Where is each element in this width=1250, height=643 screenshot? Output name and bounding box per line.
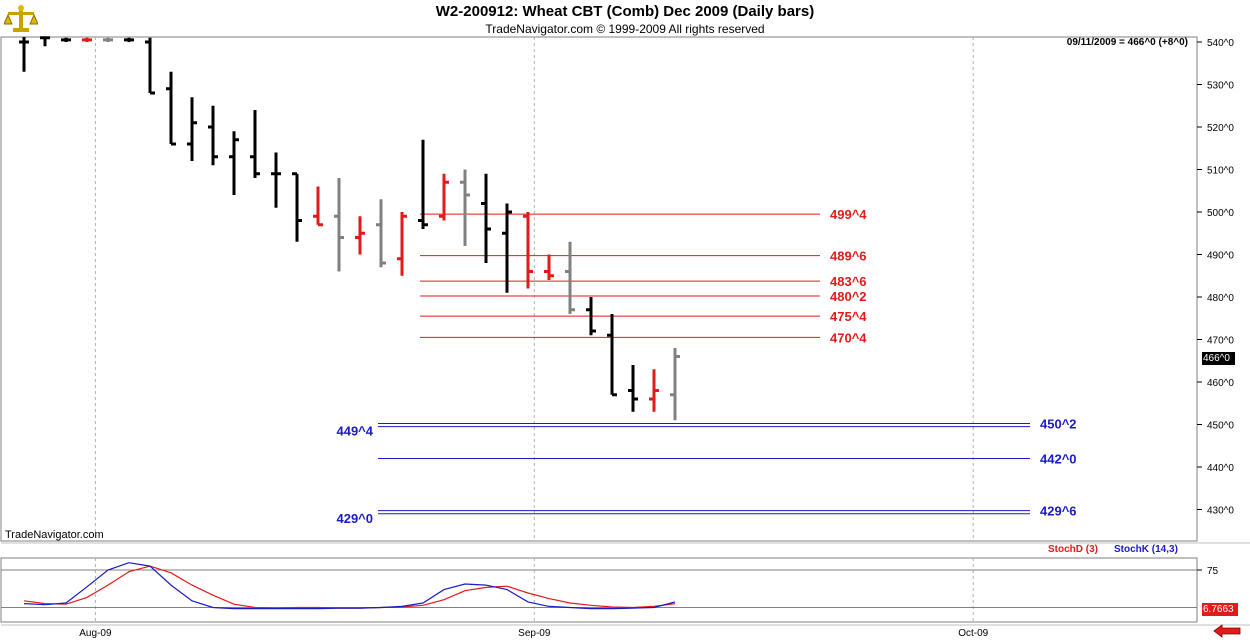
ohlc-bar [481,173,491,263]
chart-title: W2-200912: Wheat CBT (Comb) Dec 2009 (Da… [435,3,815,20]
ohlc-bar [334,178,344,272]
ohlc-bar [355,216,365,255]
x-tick-label: Aug-09 [79,628,112,639]
stoch-d-legend: StochD (3) [1048,544,1098,555]
ohlc-bar [565,241,575,314]
ohlc-bar [271,152,281,208]
y-tick-label: 460^0 [1207,378,1234,389]
ohlc-bar [397,212,407,276]
ohlc-bar [292,172,302,242]
stoch-series-line [23,562,676,610]
ohlc-bar [544,254,554,280]
y-tick-label: 530^0 [1207,81,1234,92]
ohlc-bar [229,131,239,195]
y-tick-label: 490^0 [1207,251,1234,262]
copyright-subtitle: TradeNavigator.com © 1999-2009 All right… [485,22,765,36]
price-level-label: 480^2 [830,289,867,304]
ohlc-bar [187,97,197,161]
y-tick-label: 480^0 [1207,293,1234,304]
ohlc-bar [250,110,260,178]
ohlc-bar [439,173,449,221]
ohlc-bar [166,71,176,146]
last-price-stamp: 09/11/2009 = 466^0 (+8^0) [1066,37,1188,48]
ohlc-bar [61,37,71,42]
last-price-tag: 466^0 [1202,352,1235,365]
y-tick-label: 540^0 [1207,38,1234,49]
ohlc-bar [313,186,323,227]
ohlc-bar [670,348,680,421]
scales-logo-icon [4,5,38,32]
ohlc-bar [376,199,386,268]
ohlc-bar [82,37,92,42]
y-tick-label: 470^0 [1207,336,1234,347]
ohlc-bar [103,37,113,42]
price-level-label: 483^6 [830,274,867,289]
stoch-k-legend: StochK (14,3) [1114,544,1178,555]
price-level-label: 499^4 [830,207,867,222]
y-tick-label: 500^0 [1207,208,1234,219]
ohlc-bar [628,365,638,412]
y-tick-label: 510^0 [1207,166,1234,177]
left-arrow-icon[interactable] [1213,624,1241,638]
y-tick-label: 520^0 [1207,123,1234,134]
ohlc-bar [208,105,218,166]
ohlc-bar [418,139,428,229]
y-tick-label: 450^0 [1207,421,1234,432]
ohlc-bar [460,169,470,246]
ohlc-bar [607,314,617,397]
ohlc-bar [523,212,533,289]
x-tick-label: Sep-09 [518,628,551,639]
x-tick-label: Oct-09 [958,628,988,639]
stoch-series-line [23,565,676,609]
price-panel-frame [0,36,1198,542]
ohlc-bar [124,37,134,42]
price-level-label: 449^4 [336,424,373,439]
ohlc-bar [502,203,512,293]
price-level-label: 475^4 [830,309,867,324]
ohlc-bar [586,297,596,336]
indicator-value-tag: 6.7663 [1202,603,1238,616]
price-level-label: 429^0 [336,511,373,526]
price-level-label: 450^2 [1040,416,1077,431]
price-level-label: 470^4 [830,330,867,345]
price-level-label: 489^6 [830,249,867,264]
ohlc-bar [19,37,29,72]
y-tick-label: 440^0 [1207,463,1234,474]
brand-label: TradeNavigator.com [5,529,104,541]
ohlc-bar [649,369,659,412]
ohlc-bar [145,37,155,95]
indicator-panel-frame [0,557,1198,623]
price-level-label: 442^0 [1040,452,1077,467]
indicator-tick-label: 75 [1207,566,1219,577]
price-level-label: 429^6 [1040,504,1077,519]
ohlc-bar [40,36,50,47]
y-tick-label: 430^0 [1207,506,1234,517]
